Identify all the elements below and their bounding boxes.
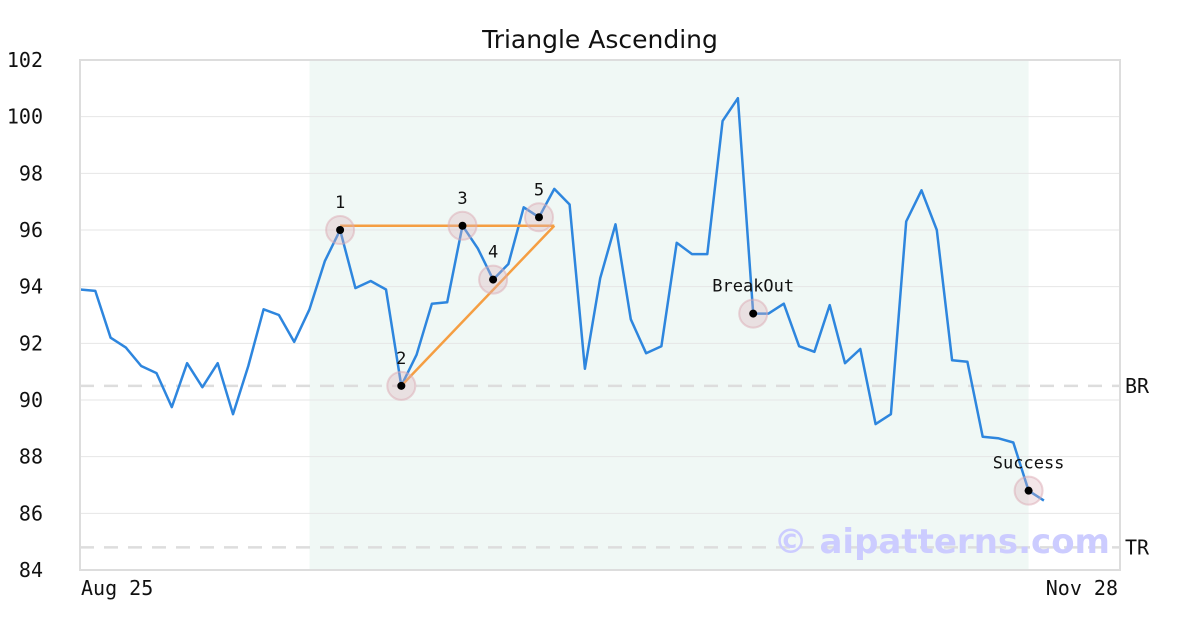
y-tick-label: 86 [19, 501, 43, 525]
marker-label: 2 [396, 349, 406, 369]
x-tick-start: Aug 25 [81, 576, 153, 600]
marker-1: 1 [325, 193, 356, 245]
marker-dot [489, 275, 498, 284]
reference-label-br: BR [1125, 374, 1150, 398]
marker-label: Success [993, 454, 1065, 474]
y-tick-label: 102 [7, 48, 43, 72]
marker-3: 3 [447, 189, 478, 241]
chart-title: Triangle Ascending [481, 25, 718, 54]
marker-label: 5 [534, 180, 544, 200]
markers: 1 2 3 4 5 BreakOut Success [325, 180, 1065, 506]
y-tick-label: 84 [19, 558, 43, 582]
pattern-line-1 [400, 224, 556, 387]
plot-frame [79, 59, 1121, 571]
y-tick-label: 88 [19, 445, 43, 469]
marker-dot [336, 226, 345, 234]
marker-dot [535, 213, 543, 222]
marker-5: 5 [524, 180, 554, 233]
marker-success: Success [993, 454, 1065, 506]
marker-label: 4 [488, 243, 498, 263]
marker-label: BreakOut [712, 277, 794, 297]
marker-dot [749, 309, 758, 318]
marker-dot [397, 381, 406, 390]
series-line-0 [79, 96, 1045, 502]
marker-dot [1024, 486, 1033, 495]
series-group [79, 96, 1045, 502]
reference-lines: BR TR [80, 374, 1150, 559]
y-tick-label: 94 [19, 275, 43, 299]
reference-label-tr: TR [1125, 535, 1150, 559]
marker-dot [458, 221, 467, 230]
pattern-lines [340, 224, 556, 387]
y-tick-label: 100 [7, 105, 43, 129]
y-tick-label: 90 [19, 388, 43, 412]
watermark: © aipatterns.com [774, 522, 1110, 562]
marker-4: 4 [478, 243, 509, 295]
x-tick-end: Nov 28 [1046, 576, 1118, 600]
marker-label: 1 [335, 193, 345, 213]
marker-2: 2 [386, 349, 417, 401]
y-tick-label: 96 [19, 218, 43, 242]
y-tick-label: 92 [19, 331, 43, 355]
y-axis-ticks: 84 86 88 90 92 94 96 98 100 102 [7, 48, 43, 582]
y-tick-label: 98 [19, 161, 43, 185]
pattern-region [309, 60, 1029, 570]
marker-label: 3 [457, 189, 467, 209]
marker-breakout: BreakOut [712, 277, 794, 329]
